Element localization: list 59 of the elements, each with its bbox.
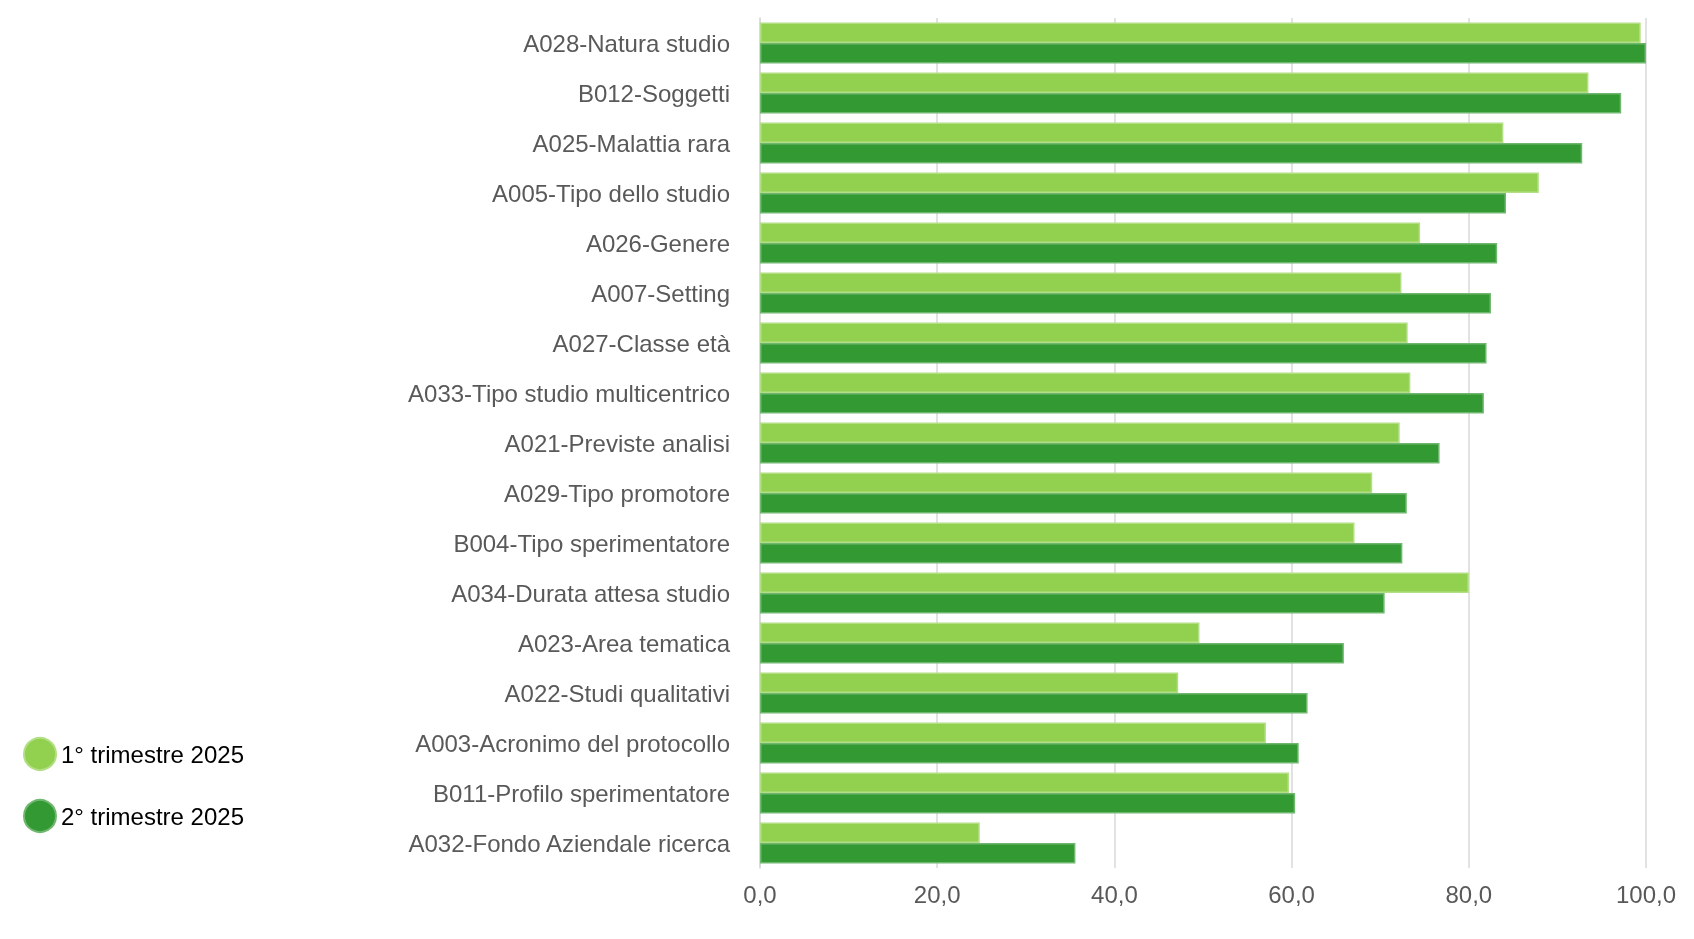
bar xyxy=(760,143,1583,164)
bar xyxy=(760,622,1200,643)
bar xyxy=(760,22,1641,43)
y-tick-label: A028-Natura studio xyxy=(523,29,730,57)
x-tick-label: 100,0 xyxy=(1615,880,1677,908)
bar xyxy=(760,793,1296,814)
bar xyxy=(760,243,1498,264)
bar xyxy=(760,393,1484,414)
x-tick-label: 0,0 xyxy=(743,880,777,908)
bar xyxy=(760,272,1402,293)
bar xyxy=(760,172,1539,193)
bar xyxy=(760,443,1440,464)
bar xyxy=(760,693,1308,714)
bar xyxy=(760,222,1421,243)
bar xyxy=(760,422,1400,443)
bar xyxy=(760,643,1344,664)
y-tick-label: A032-Fondo Aziendale ricerca xyxy=(408,829,731,857)
bar xyxy=(760,343,1487,364)
bar xyxy=(760,93,1622,114)
y-tick-label: A003-Acronimo del protocollo xyxy=(415,729,730,757)
bar xyxy=(760,522,1355,543)
y-tick-label: A007-Setting xyxy=(591,279,730,307)
bar xyxy=(760,593,1385,614)
bar xyxy=(760,472,1373,493)
bar xyxy=(760,293,1491,314)
bar xyxy=(760,843,1076,864)
bar xyxy=(760,43,1646,64)
bar xyxy=(760,372,1411,393)
x-tick-label: 80,0 xyxy=(1445,880,1493,908)
bar xyxy=(760,722,1266,743)
y-tick-label: A022-Studi qualitativi xyxy=(504,679,730,707)
bar xyxy=(760,543,1403,564)
bar xyxy=(760,122,1504,143)
y-tick-label: A027-Classe età xyxy=(552,329,731,357)
bar xyxy=(760,743,1299,764)
y-tick-label: B011-Profilo sperimentatore xyxy=(432,779,730,807)
y-tick-label: A029-Tipo promotore xyxy=(504,479,730,507)
y-tick-label: A023-Area tematica xyxy=(517,629,731,657)
y-tick-label: A021-Previste analisi xyxy=(504,429,730,457)
x-tick-label: 40,0 xyxy=(1091,880,1138,908)
bar xyxy=(760,72,1589,93)
bar xyxy=(760,572,1469,593)
x-tick-label: 60,0 xyxy=(1268,880,1315,908)
legend-label: 2° trimestre 2025 xyxy=(61,802,245,830)
bar xyxy=(760,493,1407,514)
bar xyxy=(760,772,1289,793)
y-tick-label: A034-Durata attesa studio xyxy=(451,579,730,607)
y-tick-label: B012-Soggetti xyxy=(577,79,730,107)
y-tick-label: A005-Tipo dello studio xyxy=(492,179,730,207)
y-tick-label: B004-Tipo sperimentatore xyxy=(453,529,730,557)
bar xyxy=(760,193,1507,214)
bar xyxy=(760,672,1179,693)
bar xyxy=(760,322,1408,343)
y-tick-label: A033-Tipo studio multicentrico xyxy=(408,379,730,407)
bar xyxy=(760,822,980,843)
x-tick-label: 20,0 xyxy=(913,880,961,908)
y-tick-label: A026-Genere xyxy=(585,229,730,257)
legend-label: 1° trimestre 2025 xyxy=(61,740,245,768)
y-tick-label: A025-Malattia rara xyxy=(532,129,731,157)
